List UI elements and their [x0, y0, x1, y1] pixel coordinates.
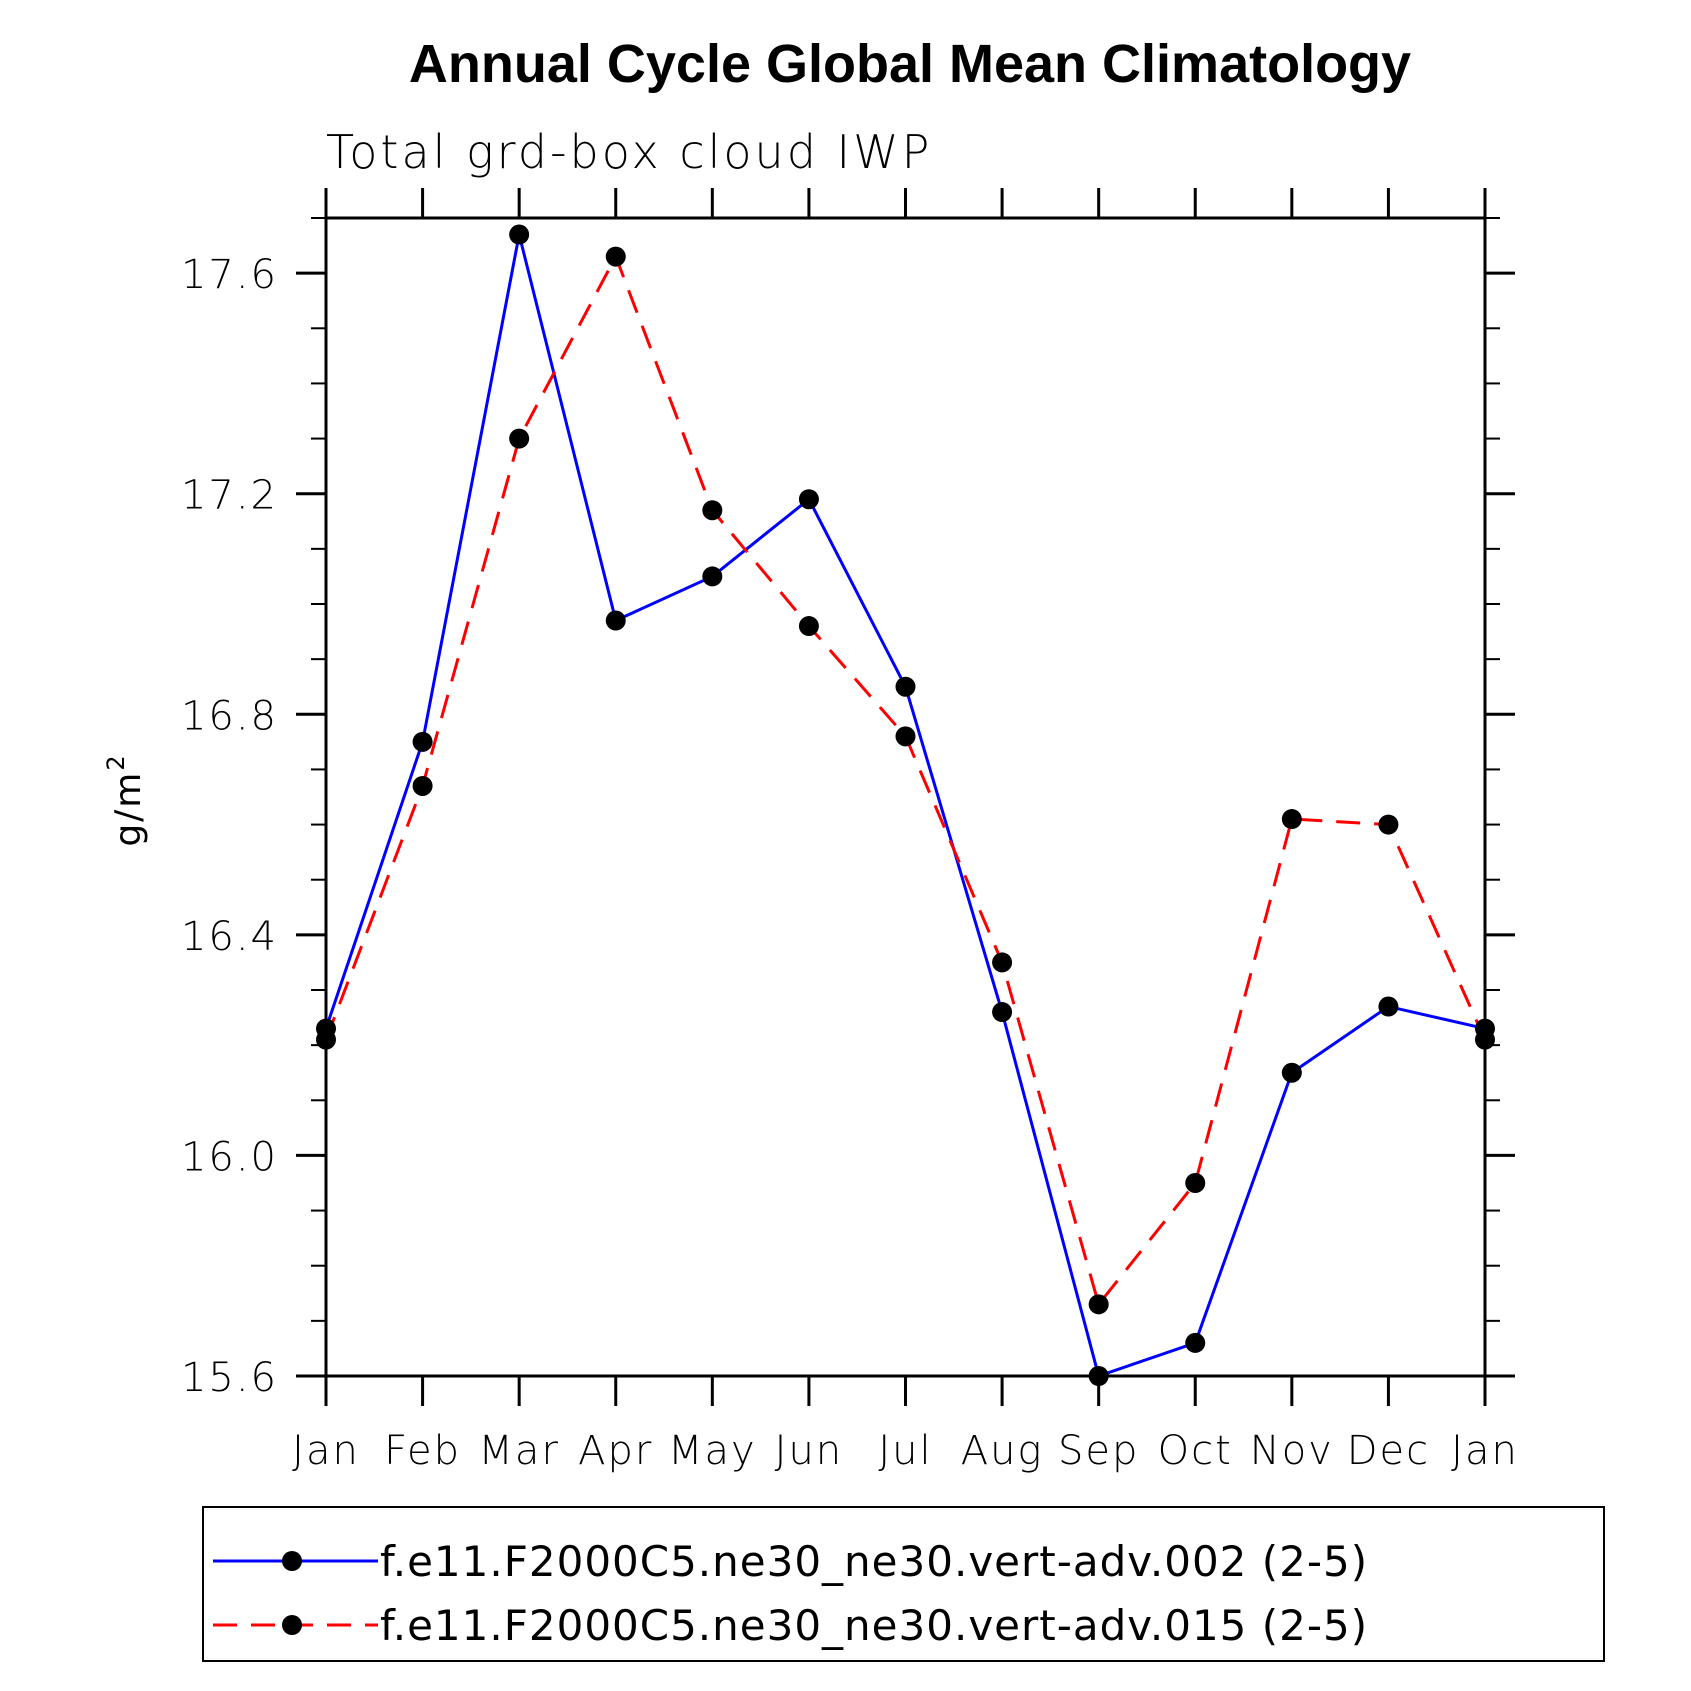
data-point-series-1 [702, 566, 723, 587]
data-point-series-2 [1088, 1294, 1109, 1315]
axis-ticks [296, 188, 1515, 1406]
data-point-series-2 [412, 775, 433, 796]
data-point-series-2 [605, 246, 626, 267]
x-tick-label: Sep [1058, 1428, 1139, 1474]
y-axis-label-superscript: 2 [102, 753, 130, 770]
x-tick-labels: Jan Feb Mar Apr May Jun Jul Aug Sep Oct Nov Dec Jan [292, 1428, 1519, 1474]
y-axis-label-text: g/m [108, 771, 149, 847]
legend-marker-2 [282, 1615, 302, 1635]
plot-frame [324, 216, 1487, 1378]
x-tick-label: Feb [384, 1428, 461, 1474]
chart-title: Annual Cycle Global Mean Climatology [409, 34, 1411, 94]
x-tick-label: Mar [478, 1428, 559, 1474]
data-point-series-1 [895, 676, 916, 697]
data-point-series-2 [316, 1029, 336, 1050]
x-tick-label: Oct [1158, 1428, 1233, 1474]
series-layer [316, 224, 1495, 1386]
x-tick-label: Jun [775, 1428, 844, 1474]
data-point-series-2 [992, 952, 1013, 973]
data-point-series-1 [1281, 1062, 1302, 1083]
x-tick-label: Jan [1451, 1428, 1519, 1474]
series-line-1 [324, 234, 1486, 1378]
y-tick-label: 16.4 [181, 914, 278, 960]
chart-subtitle: Total grd-box cloud IWP [326, 125, 932, 179]
legend-items: f.e11.F2000C5.ne30_ne30.vert-adv.002 (2-… [213, 1537, 1368, 1650]
legend: f.e11.F2000C5.ne30_ne30.vert-adv.002 (2-… [202, 1506, 1605, 1662]
x-tick-label: Nov [1250, 1428, 1334, 1474]
data-point-series-2 [509, 428, 530, 449]
y-tick-label: 17.2 [181, 473, 278, 519]
legend-box [202, 1506, 1605, 1662]
data-point-series-1 [1088, 1366, 1109, 1386]
x-tick-label: Apr [578, 1428, 653, 1474]
series-line-2 [324, 252, 1487, 1308]
data-point-series-2 [1185, 1173, 1206, 1193]
y-tick-labels: 15.6 16.0 16.4 16.8 17.2 17.6 [181, 252, 278, 1401]
data-point-series-2 [1475, 1029, 1495, 1050]
y-tick-label: 16.0 [181, 1134, 278, 1180]
y-axis-label: g/m2 [102, 753, 149, 846]
y-tick-label: 16.8 [181, 693, 278, 739]
data-point-series-1 [605, 610, 626, 631]
y-tick-label: 15.6 [181, 1355, 278, 1401]
data-point-series-1 [798, 489, 819, 510]
data-point-series-2 [702, 500, 723, 521]
x-tick-label: May [668, 1428, 757, 1474]
x-tick-label: Jul [878, 1428, 932, 1474]
data-point-series-2 [895, 726, 916, 747]
data-point-series-2 [1281, 809, 1302, 830]
data-point-series-1 [412, 731, 433, 752]
svg-text:g/m2: g/m2 [102, 753, 149, 846]
data-point-series-1 [1185, 1332, 1206, 1353]
data-point-series-2 [798, 616, 819, 637]
data-point-series-1 [992, 1002, 1013, 1023]
legend-label-2: f.e11.F2000C5.ne30_ne30.vert-adv.015 (2-… [380, 1601, 1368, 1650]
x-tick-label: Aug [961, 1428, 1044, 1474]
legend-marker-1 [282, 1551, 302, 1571]
legend-label-1: f.e11.F2000C5.ne30_ne30.vert-adv.002 (2-… [380, 1537, 1368, 1586]
data-point-series-1 [1378, 996, 1399, 1017]
y-tick-label: 17.6 [181, 252, 278, 298]
data-point-series-2 [1378, 814, 1399, 835]
x-tick-label: Dec [1347, 1428, 1430, 1474]
x-tick-label: Jan [292, 1428, 360, 1474]
data-point-series-1 [509, 224, 530, 245]
